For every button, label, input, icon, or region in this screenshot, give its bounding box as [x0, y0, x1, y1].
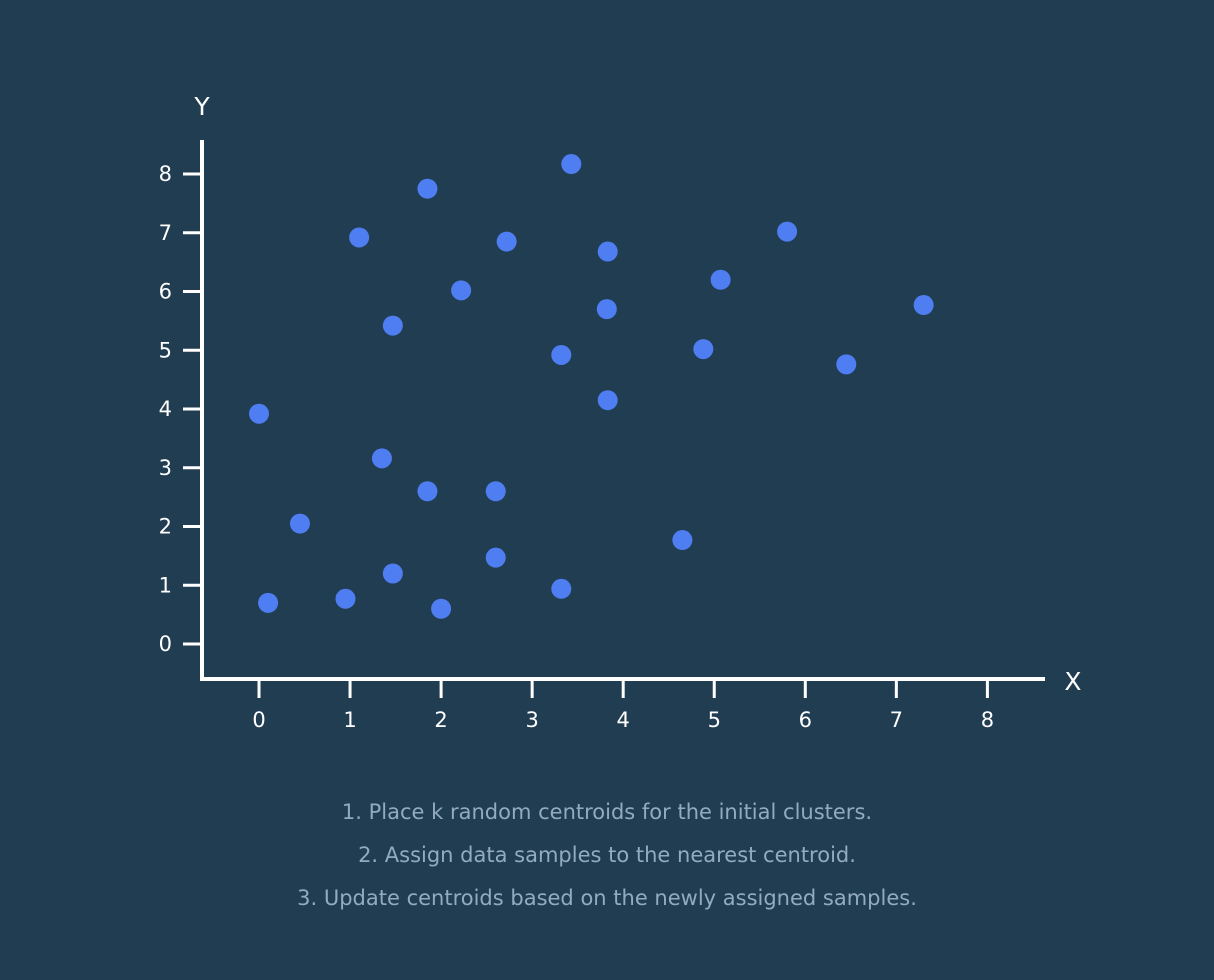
data-points	[249, 154, 934, 619]
data-point	[335, 588, 356, 609]
data-point	[597, 241, 618, 262]
data-point	[551, 578, 572, 599]
data-point	[485, 547, 506, 568]
data-point	[672, 530, 693, 551]
ticks: 0 1 2 3 4 5 6 7 8 0 1 2 3 4 5 6 7 8	[159, 162, 994, 732]
data-point	[382, 315, 403, 336]
data-point	[258, 592, 279, 613]
y-tick-label: 8	[159, 162, 172, 186]
x-tick-label: 0	[252, 708, 265, 732]
y-tick-label: 5	[159, 338, 172, 362]
y-tick-label: 2	[159, 515, 172, 539]
y-tick-label: 6	[159, 280, 172, 304]
x-tick-label: 2	[434, 708, 447, 732]
instructions: 1. Place k random centroids for the init…	[0, 795, 1214, 924]
data-point	[349, 227, 370, 248]
y-tick-label: 3	[159, 456, 172, 480]
x-tick-label: 8	[981, 708, 994, 732]
data-point	[451, 280, 472, 301]
data-point	[485, 481, 506, 502]
data-point	[693, 339, 714, 360]
y-axis-label: Y	[193, 92, 210, 121]
data-point	[289, 513, 310, 534]
y-tick-label: 0	[159, 632, 172, 656]
step-1: 1. Place k random centroids for the init…	[341, 800, 873, 824]
x-tick-label: 4	[617, 708, 630, 732]
data-point	[710, 269, 731, 290]
data-point	[913, 295, 934, 316]
x-tick-label: 6	[799, 708, 812, 732]
data-point	[551, 344, 572, 365]
step-2: 2. Assign data samples to the nearest ce…	[358, 843, 856, 867]
data-point	[597, 390, 618, 411]
step-3: 3. Update centroids based on the newly a…	[297, 886, 917, 910]
y-tick-label: 4	[159, 397, 172, 421]
x-tick-label: 3	[525, 708, 538, 732]
data-point	[249, 403, 269, 424]
axes: XY	[193, 92, 1081, 696]
data-point	[561, 154, 582, 175]
data-point	[417, 481, 438, 502]
y-tick-label: 1	[159, 573, 172, 597]
x-tick-label: 1	[343, 708, 356, 732]
x-tick-label: 7	[890, 708, 903, 732]
data-point	[371, 448, 392, 469]
x-axis-label: X	[1064, 667, 1081, 696]
data-point	[382, 563, 403, 584]
data-point	[417, 178, 438, 199]
data-point	[777, 221, 798, 242]
data-point	[596, 299, 617, 320]
x-tick-label: 5	[708, 708, 721, 732]
data-point	[836, 354, 857, 375]
data-point	[431, 598, 452, 619]
axis-lines	[200, 140, 1045, 681]
y-tick-label: 7	[159, 221, 172, 245]
data-point	[496, 231, 517, 252]
